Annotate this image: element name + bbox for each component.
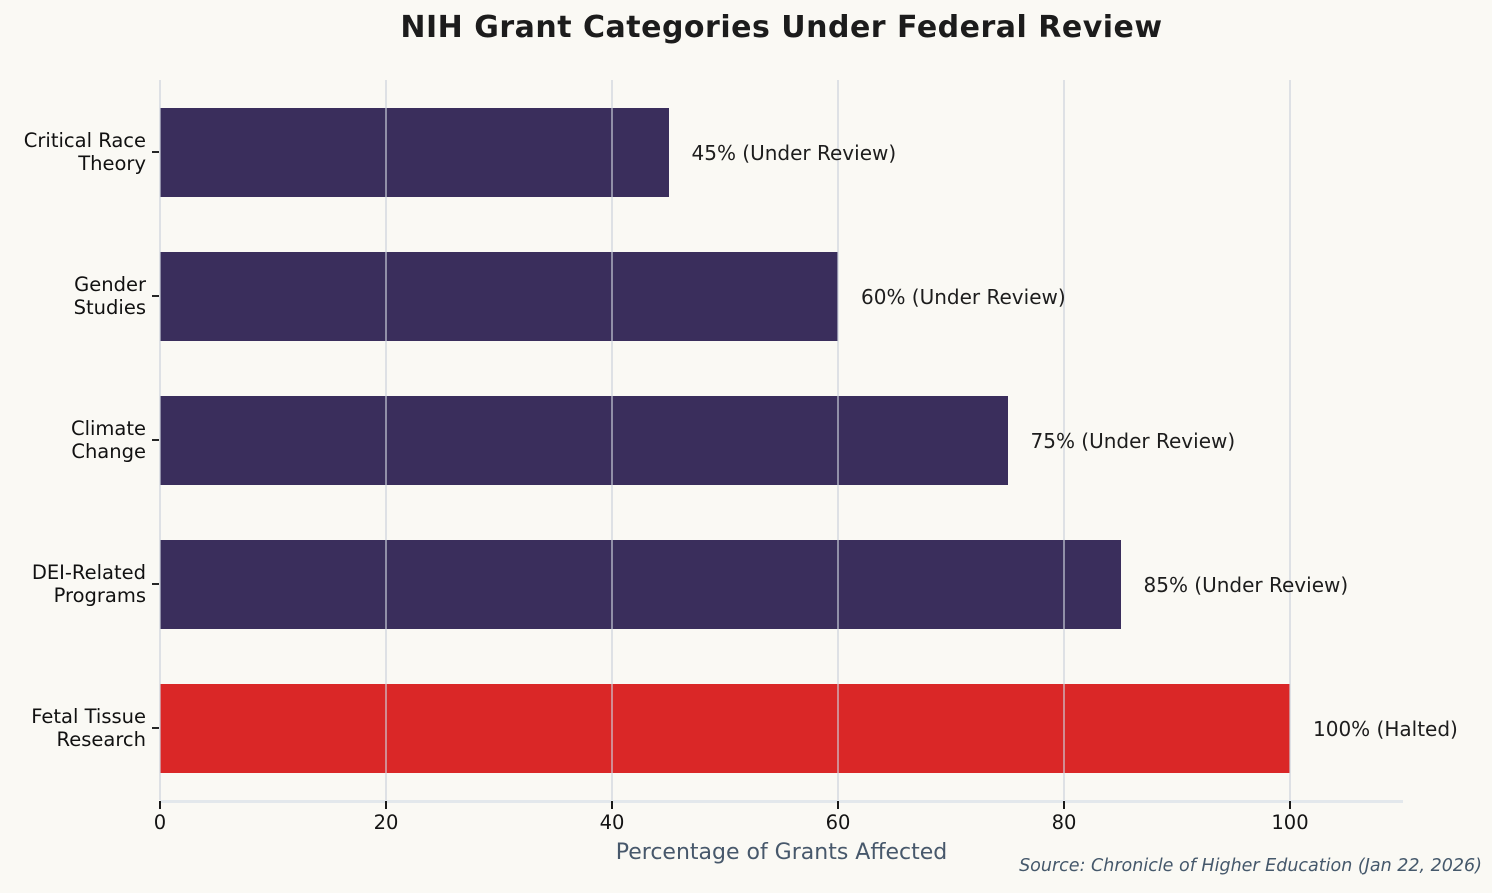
bar-critical-race-theory	[160, 107, 669, 197]
gridline-20	[385, 80, 387, 800]
bar-climate-change	[160, 395, 1008, 485]
xtick-mark-20	[385, 801, 387, 809]
gridline-40	[611, 80, 613, 800]
ytick-mark-dei-related-programs	[152, 583, 159, 585]
xtick-label-60: 60	[825, 811, 851, 834]
bar-value-label-dei-related-programs: 85% (Under Review)	[1143, 573, 1349, 597]
gridline-100	[1289, 80, 1291, 800]
ytick-label-dei-related-programs: DEI-Related Programs	[31, 561, 146, 607]
gridline-80	[1063, 80, 1065, 800]
bar-value-label-critical-race-theory: 45% (Under Review)	[691, 141, 897, 165]
ytick-label-critical-race-theory: Critical Race Theory	[23, 129, 146, 175]
bar-value-label-fetal-tissue-research: 100% (Halted)	[1313, 717, 1458, 741]
xtick-label-80: 80	[1051, 811, 1077, 834]
bar-gender-studies	[160, 251, 838, 341]
xtick-label-100: 100	[1271, 811, 1309, 834]
xtick-mark-40	[611, 801, 613, 809]
x-axis-label: Percentage of Grants Affected	[615, 840, 948, 865]
ytick-mark-fetal-tissue-research	[152, 727, 159, 729]
ytick-mark-gender-studies	[152, 295, 159, 297]
gridline-0	[159, 80, 161, 800]
ytick-mark-critical-race-theory	[152, 151, 159, 153]
bar-value-label-climate-change: 75% (Under Review)	[1030, 429, 1236, 453]
xtick-mark-100	[1289, 801, 1291, 809]
xtick-mark-80	[1063, 801, 1065, 809]
bar-fetal-tissue-research	[160, 683, 1290, 773]
ytick-label-gender-studies: Gender Studies	[73, 273, 146, 319]
xtick-mark-60	[837, 801, 839, 809]
bar-value-label-gender-studies: 60% (Under Review)	[861, 285, 1066, 309]
xtick-mark-0	[159, 801, 161, 809]
ytick-label-fetal-tissue-research: Fetal Tissue Research	[31, 705, 146, 751]
bar-dei-related-programs	[160, 539, 1121, 629]
xtick-label-40: 40	[599, 811, 625, 834]
ytick-mark-climate-change	[152, 439, 159, 441]
ytick-label-climate-change: Climate Change	[70, 417, 146, 463]
xtick-label-20: 20	[373, 811, 399, 834]
plot-area	[159, 80, 1403, 803]
xtick-label-0: 0	[153, 811, 167, 834]
source-note: Source: Chronicle of Higher Education (J…	[1019, 856, 1482, 876]
gridline-60	[837, 80, 839, 800]
chart-title: NIH Grant Categories Under Federal Revie…	[400, 10, 1163, 45]
